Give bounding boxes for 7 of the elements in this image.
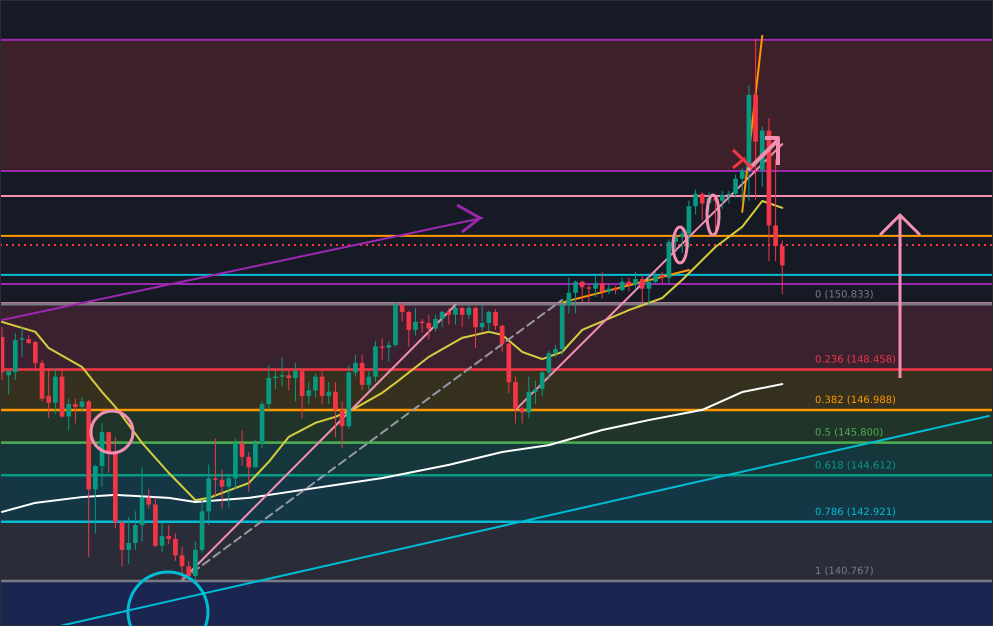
ref-line-label: 0.382 (146.988) bbox=[815, 394, 896, 406]
ref-line-label: 0.5 (145.800) bbox=[815, 428, 884, 439]
ref-line-label: 0 (150.833) bbox=[815, 289, 874, 300]
ref-line-label: 0.236 (148.458) bbox=[815, 354, 896, 366]
ref-line-label: 0.618 (144.612) bbox=[815, 460, 896, 472]
ref-line-label: 0.786 (142.921) bbox=[815, 506, 896, 518]
ref-line-label: 1 (140.767) bbox=[815, 566, 874, 577]
